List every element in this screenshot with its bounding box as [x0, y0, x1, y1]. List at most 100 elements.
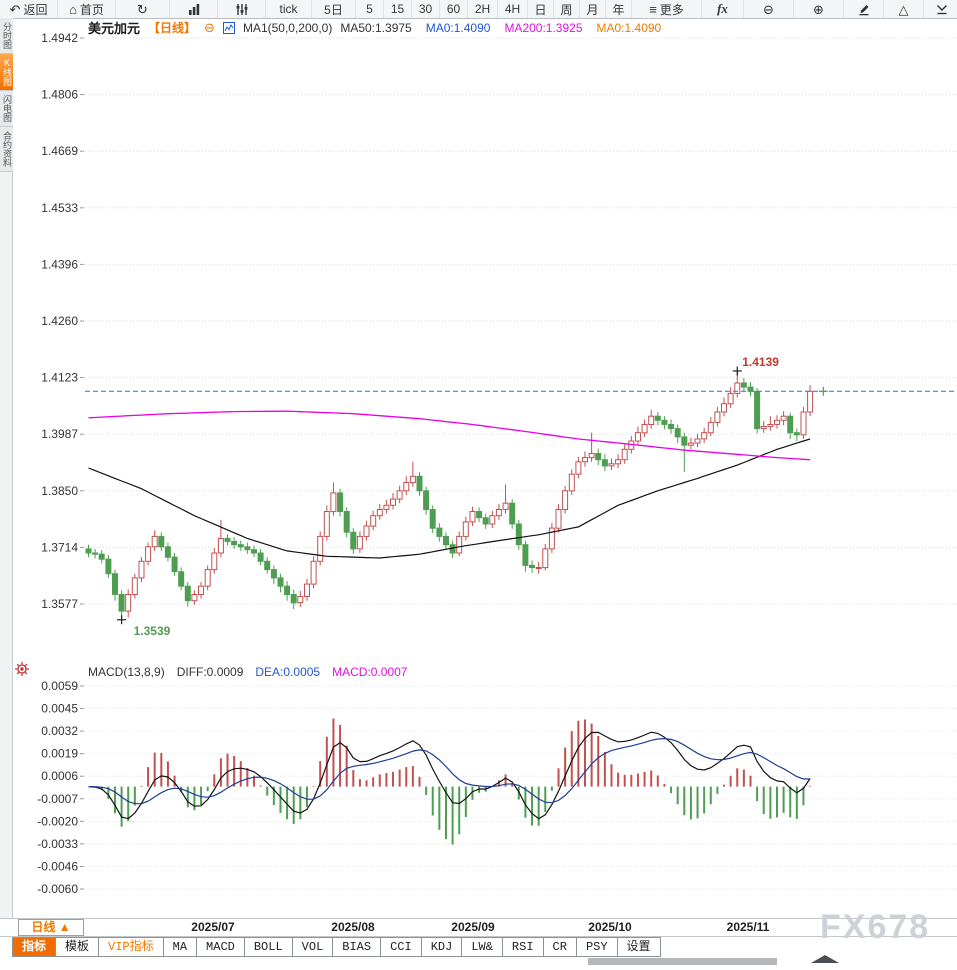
- tab-contract-info[interactable]: 合约资料: [0, 127, 13, 172]
- zoom-out-button[interactable]: ⊖: [744, 0, 794, 18]
- tab-templates[interactable]: 模板: [55, 937, 100, 957]
- collapse-button[interactable]: [924, 0, 957, 18]
- tf-day-button[interactable]: 日: [528, 0, 554, 18]
- svg-text:-0.0046: -0.0046: [37, 859, 78, 873]
- tab-kdj[interactable]: KDJ: [420, 937, 463, 957]
- tab-bias[interactable]: BIAS: [332, 937, 382, 957]
- ma-legend-item-0: MA50:1.3975: [340, 20, 412, 35]
- macd-macd-value: MACD:0.0007: [332, 665, 408, 679]
- svg-text:0.0059: 0.0059: [41, 679, 78, 693]
- tab-indicators[interactable]: 指标: [12, 937, 57, 957]
- tf-5-button[interactable]: 5: [356, 0, 384, 18]
- tab-psy[interactable]: PSY: [575, 937, 618, 957]
- svg-text:1.3577: 1.3577: [41, 597, 78, 611]
- home-icon: ⌂: [69, 1, 77, 17]
- refresh-button[interactable]: ↻: [116, 0, 170, 18]
- svg-text:0.0006: 0.0006: [41, 769, 78, 783]
- tab-rsi[interactable]: RSI: [501, 937, 544, 957]
- tf-4h-button[interactable]: 4H: [498, 0, 528, 18]
- fx-icon: fx: [717, 1, 728, 16]
- svg-text:1.4533: 1.4533: [41, 201, 78, 215]
- tf-5d-button[interactable]: 5日: [312, 0, 356, 18]
- tf-week-button[interactable]: 周: [554, 0, 580, 18]
- svg-text:1.4123: 1.4123: [41, 371, 78, 385]
- left-sidebar: 分时图 K线图 闪电图 合约资料: [0, 18, 13, 918]
- macd-settings-gear-icon[interactable]: [14, 661, 30, 677]
- tf-2h-button[interactable]: 2H: [468, 0, 498, 18]
- chart-type-button[interactable]: [170, 0, 218, 18]
- ma-legend: MA50:1.3975 MA0:1.4090 MA200:1.3925 MA0:1.4…: [340, 21, 661, 35]
- tab-kline-chart[interactable]: K线图: [0, 54, 13, 91]
- indicator-tabs-row: 指标 模板 VIP指标 MA MACD BOLL VOL BIAS CCI KDJ LW& RSI CR…: [12, 937, 661, 957]
- tf-15-button[interactable]: 15: [384, 0, 412, 18]
- tf-60-button-label: 60: [446, 2, 461, 16]
- svg-text:1.4139: 1.4139: [742, 355, 779, 369]
- more-button[interactable]: ≡ 更多: [632, 0, 702, 18]
- svg-text:1.3987: 1.3987: [41, 427, 78, 441]
- pencil-icon: [857, 2, 871, 16]
- ma-chart-icon[interactable]: [222, 21, 235, 34]
- sliders-icon: [235, 3, 249, 16]
- tab-cr[interactable]: CR: [542, 937, 577, 957]
- svg-text:1.3539: 1.3539: [134, 624, 171, 638]
- tf-30-button-label: 30: [418, 2, 433, 16]
- tab-settings[interactable]: 设置: [616, 937, 661, 957]
- tf-2h-button-label: 2H: [474, 2, 491, 16]
- more-button-label: 更多: [659, 2, 684, 17]
- period-tag: 【日线】: [148, 21, 197, 35]
- tf-week-button-label: 周: [560, 2, 573, 17]
- tf-30-button[interactable]: 30: [412, 0, 440, 18]
- xaxis-label-2025/08: 2025/08: [331, 920, 375, 934]
- zoom-in-button[interactable]: ⊕: [794, 0, 844, 18]
- tf-4h-button-label: 4H: [504, 2, 521, 16]
- svg-text:0.0045: 0.0045: [41, 702, 78, 716]
- tf-year-button[interactable]: 年: [606, 0, 632, 18]
- xaxis-label-2025/10: 2025/10: [588, 920, 632, 934]
- svg-text:1.4260: 1.4260: [41, 314, 78, 328]
- tf-month-button-label: 月: [586, 2, 599, 17]
- refresh-icon: ↻: [137, 1, 148, 17]
- svg-text:-0.0060: -0.0060: [37, 882, 78, 896]
- tab-vip-indicators[interactable]: VIP指标: [98, 937, 164, 957]
- macd-header: MACD(13,8,9) DIFF:0.0009 DEA:0.0005 MACD…: [88, 665, 407, 679]
- svg-text:1.3714: 1.3714: [41, 540, 78, 554]
- svg-text:0.0032: 0.0032: [41, 724, 78, 738]
- svg-text:1.3850: 1.3850: [41, 484, 78, 498]
- svg-text:1.4806: 1.4806: [41, 88, 78, 102]
- shapes-button[interactable]: △: [884, 0, 924, 18]
- tab-boll[interactable]: BOLL: [243, 937, 293, 957]
- formula-button[interactable]: fx: [702, 0, 744, 18]
- watermark: FX678: [820, 908, 931, 946]
- tf-month-button[interactable]: 月: [580, 0, 606, 18]
- tf-tick-button[interactable]: tick: [266, 0, 312, 18]
- tf-60-button[interactable]: 60: [440, 0, 468, 18]
- svg-text:1.4669: 1.4669: [41, 144, 78, 158]
- svg-text:-0.0020: -0.0020: [37, 814, 78, 828]
- xaxis-label-2025/09: 2025/09: [451, 920, 495, 934]
- period-selector[interactable]: 日线 ▲: [18, 919, 84, 936]
- indicator-settings-button[interactable]: [218, 0, 266, 18]
- macd-title: MACD(13,8,9): [88, 665, 165, 679]
- tab-vol[interactable]: VOL: [291, 937, 334, 957]
- remove-overlay-icon[interactable]: ⊖: [204, 19, 215, 35]
- tab-lightning-chart[interactable]: 闪电图: [0, 91, 13, 127]
- tab-lw[interactable]: LW&: [461, 937, 503, 957]
- zoomout-icon: ⊖: [763, 1, 774, 17]
- tab-ma[interactable]: MA: [162, 937, 198, 957]
- back-button-label: 返回: [23, 2, 48, 17]
- back-button[interactable]: ↶ 返回: [0, 0, 58, 18]
- ma-settings-label: MA1(50,0,200,0): [242, 20, 333, 35]
- tab-macd[interactable]: MACD: [196, 937, 245, 957]
- home-button[interactable]: ⌂ 首页: [58, 0, 116, 18]
- tab-cci[interactable]: CCI: [380, 937, 422, 957]
- bars-icon: [187, 3, 201, 16]
- macd-dea-value: DEA:0.0005: [255, 665, 321, 679]
- panel-expand-arrow-icon[interactable]: [811, 955, 839, 963]
- draw-button[interactable]: [844, 0, 884, 18]
- tab-time-chart[interactable]: 分时图: [0, 18, 13, 54]
- top-toolbar: ↶ 返回 ⌂ 首页 ↻ tick 5日 5 15 30 60 2H 4H 日周月年 ≡ 更多 fx ⊖ ⊕ △: [0, 0, 957, 19]
- chart-header: 美元加元 【日线】 ⊖ MA1(50,0,200,0) MA50:1.3975 M…: [88, 19, 661, 37]
- scrollbar-thumb[interactable]: [588, 958, 777, 965]
- tf-day-button-label: 日: [534, 2, 547, 17]
